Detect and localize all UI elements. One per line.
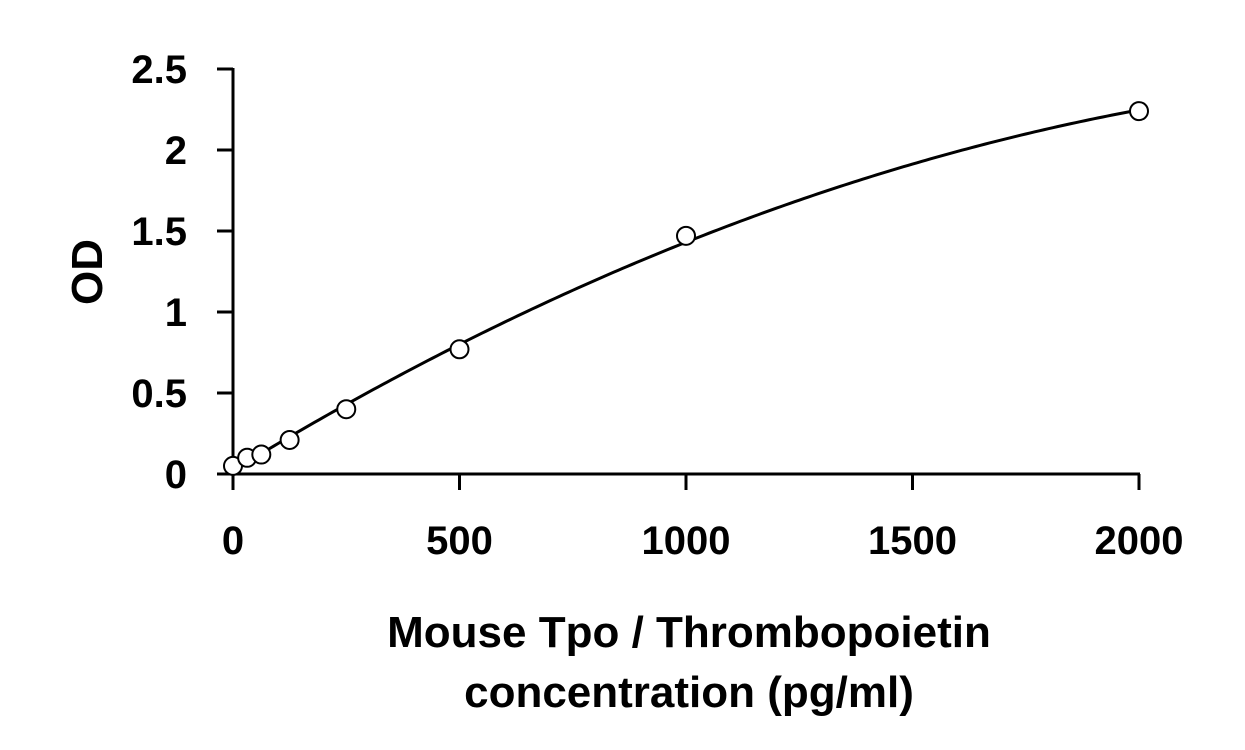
fit-curve: [232, 108, 1140, 472]
y-ticks: 0 0.5 1 1.5 2 2.5: [131, 48, 233, 497]
y-tick-label: 2.5: [131, 48, 187, 92]
x-axis-title-line-1: Mouse Tpo / Thrombopoietin: [387, 608, 991, 657]
y-tick-label: 1: [165, 291, 187, 335]
data-point: [251, 444, 272, 465]
x-tick-label: 2000: [1095, 519, 1184, 563]
data-point: [449, 339, 470, 360]
x-tick-label: 500: [426, 519, 493, 563]
x-tick-label: 1500: [868, 519, 957, 563]
data-point: [1129, 101, 1149, 122]
data-points: [223, 101, 1149, 476]
x-axis-title-line-2: concentration (pg/ml): [464, 668, 914, 717]
x-tick-label: 0: [222, 519, 244, 563]
axes: 0 0.5 1 1.5 2 2.5 0 500 1000 1500 2000: [131, 48, 1183, 563]
x-tick-label: 1000: [642, 519, 731, 563]
y-tick-label: 0: [165, 453, 187, 497]
data-point: [336, 399, 357, 420]
y-tick-label: 2: [165, 129, 187, 173]
y-axis-title: OD: [63, 239, 112, 305]
data-point: [676, 225, 696, 246]
y-tick-label: 0.5: [131, 372, 187, 416]
y-tick-label: 1.5: [131, 210, 187, 254]
data-point: [279, 429, 300, 450]
x-ticks: 0 500 1000 1500 2000: [222, 474, 1184, 563]
